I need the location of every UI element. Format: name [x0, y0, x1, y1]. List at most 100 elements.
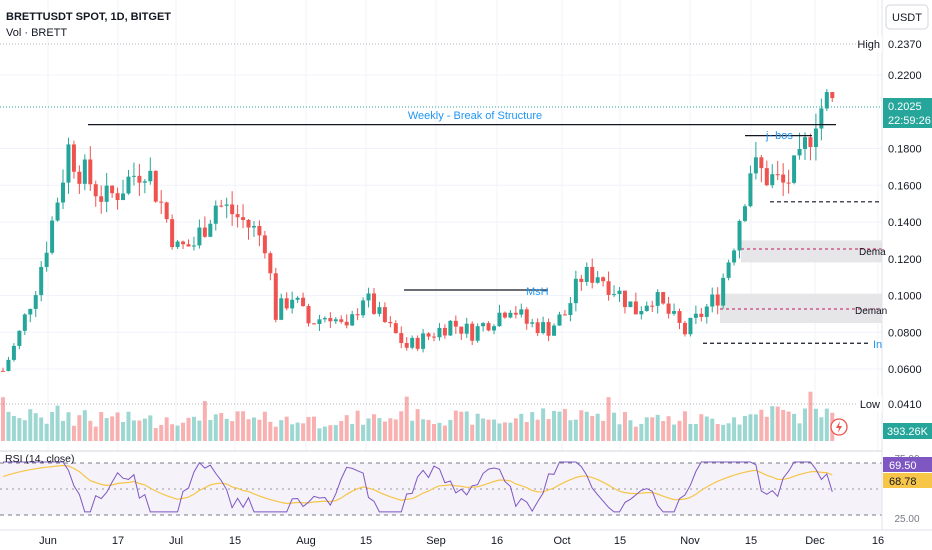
- candle-body[interactable]: [350, 314, 355, 326]
- candle-body[interactable]: [361, 300, 366, 316]
- candle-body[interactable]: [492, 326, 497, 331]
- alert-lightning-icon[interactable]: [830, 418, 848, 436]
- candle-body[interactable]: [770, 174, 775, 186]
- candle-body[interactable]: [475, 326, 480, 341]
- candle-body[interactable]: [552, 325, 557, 336]
- candle-body[interactable]: [251, 226, 256, 228]
- candle-body[interactable]: [279, 298, 284, 320]
- candle-body[interactable]: [759, 157, 764, 169]
- candle-body[interactable]: [464, 323, 469, 334]
- candle-body[interactable]: [295, 297, 300, 300]
- candle-body[interactable]: [301, 297, 306, 307]
- candle-body[interactable]: [644, 305, 649, 312]
- candle-body[interactable]: [33, 295, 38, 309]
- candle-body[interactable]: [541, 322, 546, 334]
- candle-body[interactable]: [595, 277, 600, 283]
- candle-body[interactable]: [748, 173, 753, 207]
- candle-body[interactable]: [44, 252, 49, 267]
- currency-button[interactable]: [885, 4, 929, 30]
- candle-body[interactable]: [802, 137, 807, 149]
- candle-body[interactable]: [633, 301, 638, 315]
- candle-body[interactable]: [830, 92, 835, 99]
- candle-body[interactable]: [93, 184, 98, 197]
- candle-body[interactable]: [355, 314, 360, 316]
- candle-body[interactable]: [813, 128, 818, 148]
- candle-body[interactable]: [568, 303, 573, 316]
- candle-body[interactable]: [584, 266, 589, 282]
- candle-body[interactable]: [524, 309, 529, 324]
- candle-body[interactable]: [715, 294, 720, 306]
- candle-body[interactable]: [410, 337, 415, 348]
- candle-body[interactable]: [377, 307, 382, 314]
- candle-body[interactable]: [224, 204, 229, 206]
- candle-body[interactable]: [88, 159, 93, 185]
- candle-body[interactable]: [502, 312, 507, 318]
- candle-body[interactable]: [115, 193, 120, 201]
- candle-body[interactable]: [573, 278, 578, 304]
- candle-body[interactable]: [453, 320, 458, 327]
- candle-body[interactable]: [415, 337, 420, 349]
- candle-body[interactable]: [317, 319, 322, 324]
- candle-body[interactable]: [781, 174, 786, 183]
- candle-body[interactable]: [99, 196, 104, 202]
- candle-body[interactable]: [432, 336, 437, 338]
- candle-body[interactable]: [230, 204, 235, 215]
- candle-body[interactable]: [28, 308, 33, 315]
- candle-body[interactable]: [121, 193, 126, 201]
- candle-body[interactable]: [808, 137, 813, 148]
- candle-body[interactable]: [710, 294, 715, 307]
- candle-body[interactable]: [639, 311, 644, 315]
- candle-body[interactable]: [142, 181, 147, 183]
- candle-body[interactable]: [628, 301, 633, 308]
- candle-body[interactable]: [17, 330, 22, 346]
- candle-body[interactable]: [546, 322, 551, 336]
- candle-body[interactable]: [404, 343, 409, 348]
- candle-body[interactable]: [579, 278, 584, 282]
- candle-body[interactable]: [164, 202, 169, 220]
- candle-body[interactable]: [339, 319, 344, 322]
- candle-body[interactable]: [682, 322, 687, 335]
- candle-body[interactable]: [104, 185, 109, 202]
- candle-body[interactable]: [208, 223, 213, 237]
- candle-body[interactable]: [426, 333, 431, 337]
- candle-body[interactable]: [732, 250, 737, 263]
- candle-body[interactable]: [704, 306, 709, 317]
- candle-body[interactable]: [153, 170, 158, 202]
- candle-body[interactable]: [590, 266, 595, 283]
- candle-body[interactable]: [366, 293, 371, 301]
- candle-body[interactable]: [66, 144, 71, 183]
- candle-body[interactable]: [442, 327, 447, 336]
- candle-body[interactable]: [393, 323, 398, 334]
- candle-body[interactable]: [824, 92, 829, 109]
- candle-body[interactable]: [742, 206, 747, 221]
- candle-body[interactable]: [170, 219, 175, 248]
- candle-body[interactable]: [601, 277, 606, 282]
- candle-body[interactable]: [11, 345, 16, 360]
- candle-body[interactable]: [344, 321, 349, 326]
- candle-body[interactable]: [519, 309, 524, 315]
- candle-body[interactable]: [61, 182, 66, 203]
- candle-body[interactable]: [661, 292, 666, 304]
- candle-body[interactable]: [77, 171, 82, 184]
- candle-body[interactable]: [290, 299, 295, 309]
- candle-body[interactable]: [437, 327, 442, 338]
- candle-body[interactable]: [481, 323, 486, 327]
- candle-body[interactable]: [737, 220, 742, 251]
- candle-body[interactable]: [399, 333, 404, 344]
- candle-body[interactable]: [82, 159, 87, 184]
- candle-body[interactable]: [617, 290, 622, 295]
- candle-body[interactable]: [726, 262, 731, 278]
- candle-body[interactable]: [508, 312, 513, 318]
- candle-body[interactable]: [819, 108, 824, 129]
- candle-body[interactable]: [246, 219, 251, 228]
- candle-body[interactable]: [110, 185, 115, 194]
- candle-body[interactable]: [486, 323, 491, 331]
- candle-body[interactable]: [775, 174, 780, 176]
- candle-body[interactable]: [241, 217, 246, 220]
- candle-body[interactable]: [50, 220, 55, 253]
- candle-body[interactable]: [448, 320, 453, 336]
- candle-body[interactable]: [306, 306, 311, 324]
- candle-body[interactable]: [562, 314, 567, 316]
- candle-body[interactable]: [672, 311, 677, 314]
